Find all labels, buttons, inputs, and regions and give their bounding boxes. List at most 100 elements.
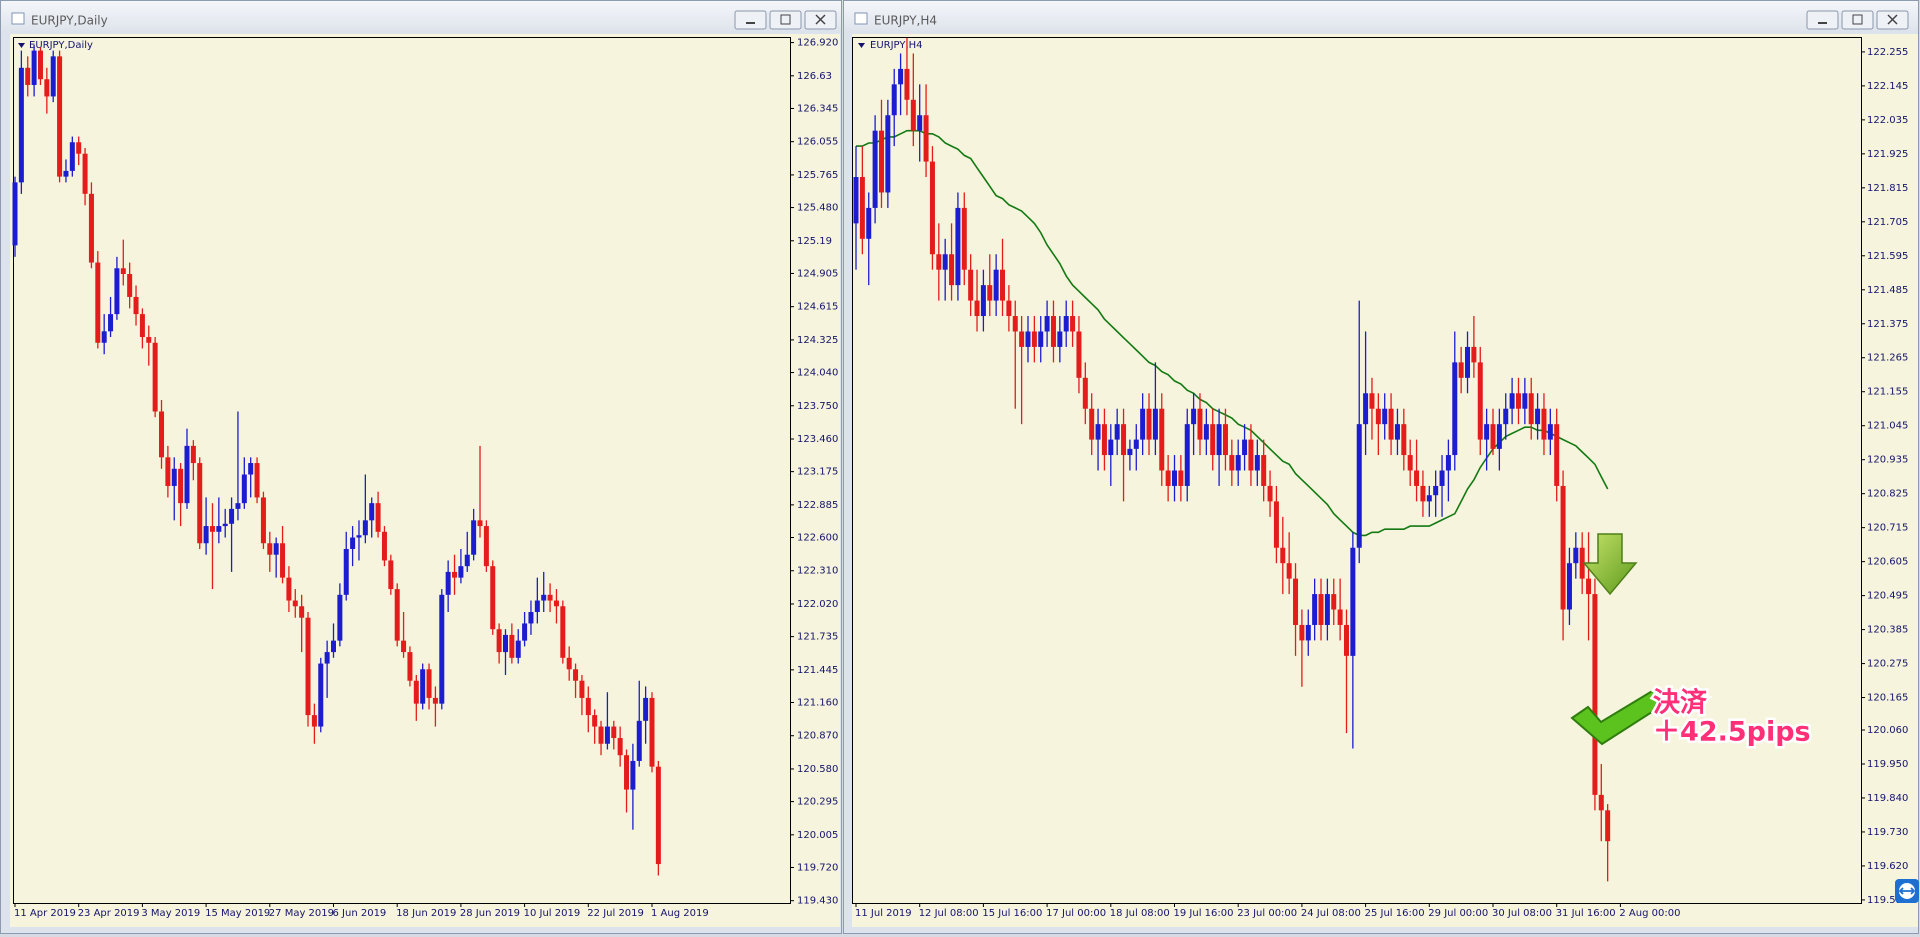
x-tick-label: 30 Jul 08:00: [1492, 908, 1552, 919]
candle-body: [1242, 439, 1248, 456]
annotation: ＋42.5pips: [1653, 717, 1811, 748]
candle-body: [923, 115, 929, 162]
candle-body: [541, 594, 547, 601]
candle-body: [445, 571, 451, 595]
candle-body: [1535, 408, 1541, 425]
candle-body: [1382, 408, 1388, 425]
candle-body: [432, 697, 438, 704]
window-title: EURJPY,Daily: [31, 14, 108, 28]
y-tick-label: 121.595: [1867, 251, 1908, 262]
candle-body: [974, 300, 980, 317]
candle-body: [1038, 331, 1044, 347]
candle-body: [1191, 408, 1197, 425]
candle-body: [1095, 424, 1101, 440]
candle-body: [127, 274, 133, 297]
candle-body: [898, 68, 904, 85]
x-tick-label: 31 Jul 16:00: [1556, 908, 1616, 919]
candle-body: [1133, 439, 1139, 449]
candle-body: [343, 548, 349, 595]
candle-body: [1541, 408, 1547, 440]
maximize-button[interactable]: [769, 10, 802, 30]
candle-body: [375, 503, 381, 532]
candle-body: [57, 56, 63, 177]
y-tick-label: 120.870: [797, 731, 838, 742]
y-tick-label: 124.040: [797, 368, 838, 379]
candle-body: [362, 520, 368, 536]
candle-body: [1477, 362, 1483, 440]
candle-body: [649, 697, 655, 767]
candle-body: [1515, 393, 1521, 409]
candle-body: [260, 497, 266, 544]
candle-body: [598, 726, 604, 744]
candle-body: [1305, 624, 1311, 641]
candle-body: [209, 526, 215, 532]
candle-body: [171, 468, 177, 486]
x-tick-label: 1 Aug 2019: [651, 908, 709, 919]
candle-body: [311, 715, 317, 727]
dropdown-marker: [858, 43, 865, 48]
y-tick-label: 121.925: [1867, 149, 1908, 160]
candle-body: [37, 50, 43, 80]
candle-body: [12, 182, 18, 246]
y-tick-label: 122.310: [797, 566, 838, 577]
y-tick-label: 123.175: [797, 467, 838, 478]
minimize-button[interactable]: [734, 10, 767, 30]
symbol-label: EURJPY,Daily: [29, 40, 93, 51]
candle-body: [955, 207, 961, 286]
x-tick-label: 11 Jul 2019: [855, 908, 912, 919]
window-buttons[interactable]: [734, 10, 837, 30]
candle-body: [1471, 346, 1477, 363]
candle-body: [617, 738, 623, 756]
x-tick-label: 10 Jul 2019: [524, 908, 581, 919]
y-tick-label: 121.375: [1867, 319, 1908, 330]
candle-body: [1044, 316, 1050, 332]
candle-body: [1598, 794, 1604, 811]
candle-body: [1050, 316, 1056, 347]
maximize-button[interactable]: [1841, 10, 1874, 30]
minimize-button[interactable]: [1806, 10, 1839, 30]
candle-body: [120, 268, 126, 275]
candle-body: [1363, 393, 1369, 425]
dropdown-marker: [18, 43, 25, 48]
candle-body: [159, 411, 165, 458]
candle-body: [1000, 269, 1006, 301]
candle-body: [216, 526, 222, 532]
candle-body: [1108, 439, 1114, 456]
candle-body: [1210, 424, 1216, 456]
y-tick-label: 120.825: [1867, 489, 1908, 500]
candle-body: [241, 474, 247, 504]
y-tick-label: 123.460: [797, 434, 838, 445]
candle-body: [1350, 547, 1356, 656]
y-tick-label: 122.255: [1867, 47, 1908, 58]
candle-body: [50, 56, 56, 97]
candle-body: [152, 342, 158, 412]
y-tick-label: 121.705: [1867, 217, 1908, 228]
candle-body: [1503, 408, 1509, 425]
candle-body: [178, 468, 184, 504]
candle-body: [1573, 547, 1579, 564]
candle-body: [1114, 424, 1120, 440]
candle-body: [471, 520, 477, 555]
x-tick-label: 29 Jul 00:00: [1428, 908, 1488, 919]
candle-body: [980, 285, 986, 317]
candle-body: [917, 115, 923, 131]
candle-body: [891, 84, 897, 116]
candle-body: [88, 193, 94, 263]
annotation: 決済: [1653, 687, 1708, 719]
candle-body: [388, 560, 394, 590]
window-buttons[interactable]: [1806, 10, 1909, 30]
symbol-label: EURJPY,H4: [870, 40, 923, 51]
candle-body: [1222, 424, 1228, 456]
title-bar: [844, 1, 1918, 31]
candle-body: [324, 652, 330, 664]
y-tick-label: 119.730: [1867, 827, 1908, 838]
candle-body: [190, 445, 196, 464]
candle-body: [872, 130, 878, 208]
candle-body: [1089, 408, 1095, 440]
candle-body: [1426, 495, 1432, 502]
window-icon: [854, 12, 868, 25]
x-tick-label: 22 Jul 2019: [587, 908, 644, 919]
candle-body: [1484, 424, 1490, 440]
candle-body: [490, 566, 496, 630]
candle-body: [458, 566, 464, 578]
